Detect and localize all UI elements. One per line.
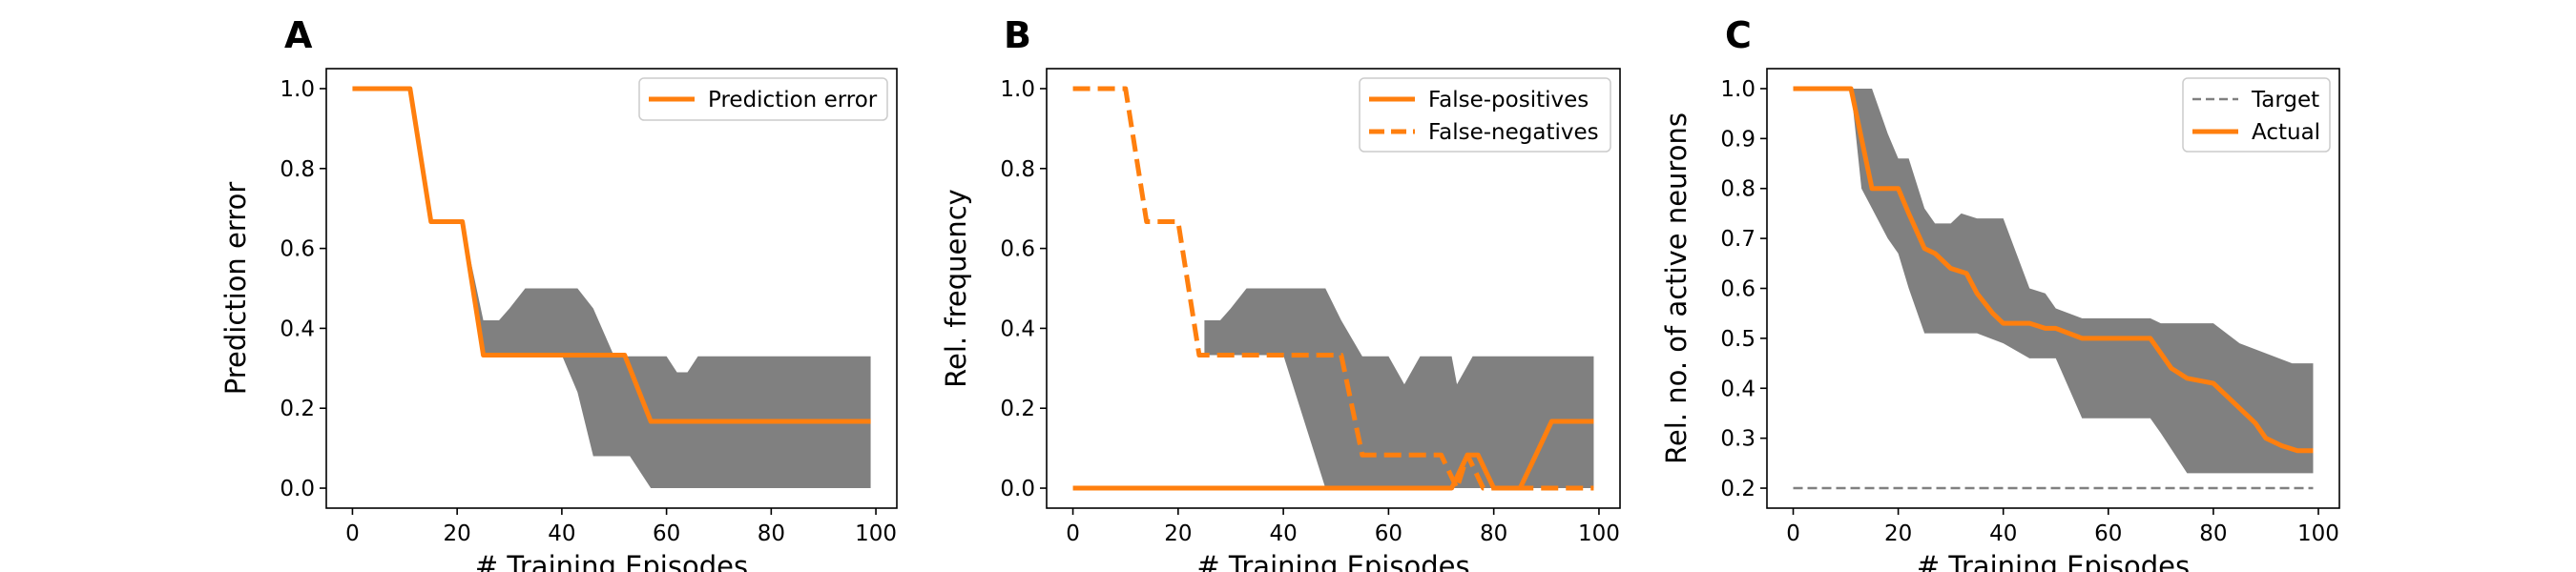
panel-b-ytick-label: 1.0	[1000, 77, 1035, 102]
panel-a-legend: Prediction error	[638, 77, 888, 121]
panel-b-series-false-negatives	[1072, 86, 1594, 491]
panel-c-ytick-label: 0.2	[1720, 477, 1755, 501]
panel-c-xtick-label: 20	[1884, 521, 1912, 546]
panel-a-letter: A	[284, 14, 313, 56]
panel-a-ytick-label: 0.6	[280, 237, 315, 262]
panel-c-ytick-label: 0.8	[1720, 177, 1755, 202]
panel-c-series-actual	[1793, 86, 2314, 454]
panel-c-xlabel: # Training Episodes	[1917, 550, 2190, 572]
panel-b-series-false-positives	[1072, 419, 1594, 491]
panel-a-ytick-label: 0.8	[280, 157, 315, 182]
panel-a-ytick-label: 0.2	[280, 397, 315, 421]
panel-c-ytick-label: 0.9	[1720, 127, 1755, 152]
panel-b-xtick-label: 80	[1480, 521, 1507, 546]
panel-b-legend-box	[1359, 77, 1611, 153]
panel-a-legend-box	[638, 77, 888, 121]
panel-c-ytick-label: 0.3	[1720, 427, 1755, 452]
panel-b-xtick-label: 100	[1578, 521, 1620, 546]
panel-b-band-0	[1204, 288, 1594, 489]
panel-b-plot-area	[1072, 86, 1594, 491]
panel-c: C 0 20 40 60 80 100 0.2 0.3 0.4 0.5 0.6 0.7 0.8 0.9 1.0…	[1660, 14, 2340, 572]
panel-b-legend-label-false-negatives: False-negatives	[1428, 120, 1599, 145]
panel-b-xtick-label: 40	[1269, 521, 1297, 546]
panel-b-xtick-label: 60	[1375, 521, 1402, 546]
panel-b-ytick-label: 0.8	[1000, 157, 1035, 182]
panel-b-ytick-label: 0.0	[1000, 477, 1035, 501]
panel-c-ytick-label: 0.5	[1720, 327, 1755, 352]
panel-b-legend: False-positives False-negatives	[1359, 77, 1611, 153]
panel-a-xtick-label: 20	[444, 521, 471, 546]
panel-a-plot-area	[352, 86, 871, 489]
panel-c-ytick-label: 1.0	[1720, 77, 1755, 102]
panel-a-ytick-label: 0.0	[280, 477, 315, 501]
panel-c-xtick-label: 100	[2297, 521, 2339, 546]
panel-a-axes-frame	[325, 68, 898, 509]
panel-c-xtick-label: 40	[1989, 521, 2017, 546]
panel-c-legend: Target Actual	[2182, 77, 2331, 153]
panel-a-xlabel: # Training Episodes	[475, 550, 748, 572]
panel-a-xtick-label: 60	[653, 521, 680, 546]
panel-c-letter: C	[1725, 14, 1752, 56]
panel-b-ylabel: Rel. frequency	[940, 189, 972, 388]
panel-a-xtick-label: 80	[758, 521, 785, 546]
panel-a-ylabel: Prediction error	[219, 182, 252, 396]
panel-c-ytick-label: 0.6	[1720, 277, 1755, 302]
panel-b-axes-frame	[1046, 68, 1621, 509]
panel-a-band-0	[352, 88, 871, 489]
panel-b-ytick-label: 0.2	[1000, 397, 1035, 421]
panel-a-legend-label-prediction-error: Prediction error	[708, 88, 878, 112]
panel-b-legend-label-false-positives: False-positives	[1428, 88, 1589, 112]
panel-c-plot-area	[1793, 86, 2314, 490]
panel-a-xtick-label: 0	[345, 521, 360, 546]
panel-b-xlabel: # Training Episodes	[1196, 550, 1469, 572]
panel-b-xtick-label: 20	[1164, 521, 1192, 546]
panel-b-ytick-label: 0.6	[1000, 237, 1035, 262]
panel-a-ytick-label: 1.0	[280, 77, 315, 102]
panel-c-ytick-label: 0.4	[1720, 377, 1755, 401]
panel-c-legend-label-target: Target	[2251, 88, 2319, 112]
panel-c-ylabel: Rel. no. of active neurons	[1660, 112, 1693, 464]
panel-c-xtick-label: 60	[2094, 521, 2122, 546]
panel-b-ytick-label: 0.4	[1000, 317, 1035, 341]
panel-a-ytick-label: 0.4	[280, 317, 315, 341]
panel-c-xtick-label: 80	[2199, 521, 2227, 546]
panel-b-xtick-label: 0	[1066, 521, 1080, 546]
panel-c-ytick-label: 0.7	[1720, 227, 1755, 252]
panel-b-letter: B	[1004, 14, 1031, 56]
panel-a-xtick-label: 100	[855, 521, 897, 546]
panel-c-xtick-label: 0	[1786, 521, 1800, 546]
panel-a-xtick-label: 40	[548, 521, 575, 546]
panel-b: B 0 20 40 60 80 100 0.0 0.2 0.4 0.6 0.8 1.0 # Trainin…	[940, 14, 1621, 572]
panel-c-legend-label-actual: Actual	[2252, 120, 2320, 145]
panel-a-series-prediction-error	[352, 86, 871, 424]
panel-a: A 0 20 40 60 80 100 0.0 0.2 0.4 0.6 0.8 1.0 # Trainin…	[219, 14, 898, 572]
